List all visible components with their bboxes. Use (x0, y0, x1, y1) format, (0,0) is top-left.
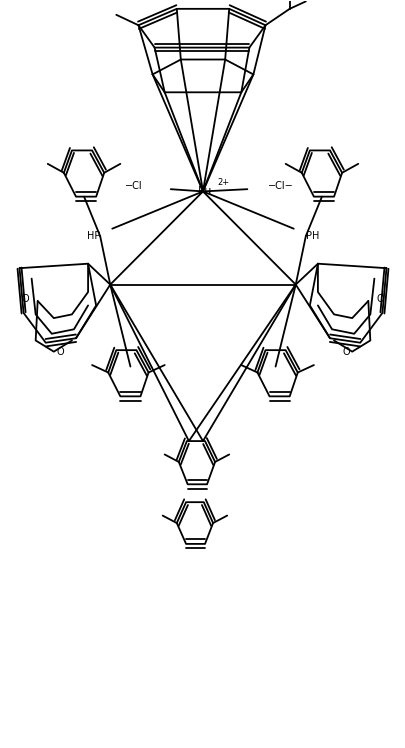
Text: O: O (56, 346, 64, 357)
Text: HP: HP (87, 231, 100, 241)
Text: O: O (341, 346, 349, 357)
Text: −Cl: −Cl (125, 181, 142, 191)
Text: PH: PH (305, 231, 318, 241)
Text: Ru: Ru (197, 186, 212, 197)
Text: −Cl−: −Cl− (267, 181, 292, 191)
Text: 2+: 2+ (217, 178, 229, 187)
Text: O: O (376, 295, 383, 304)
Text: O: O (22, 295, 29, 304)
